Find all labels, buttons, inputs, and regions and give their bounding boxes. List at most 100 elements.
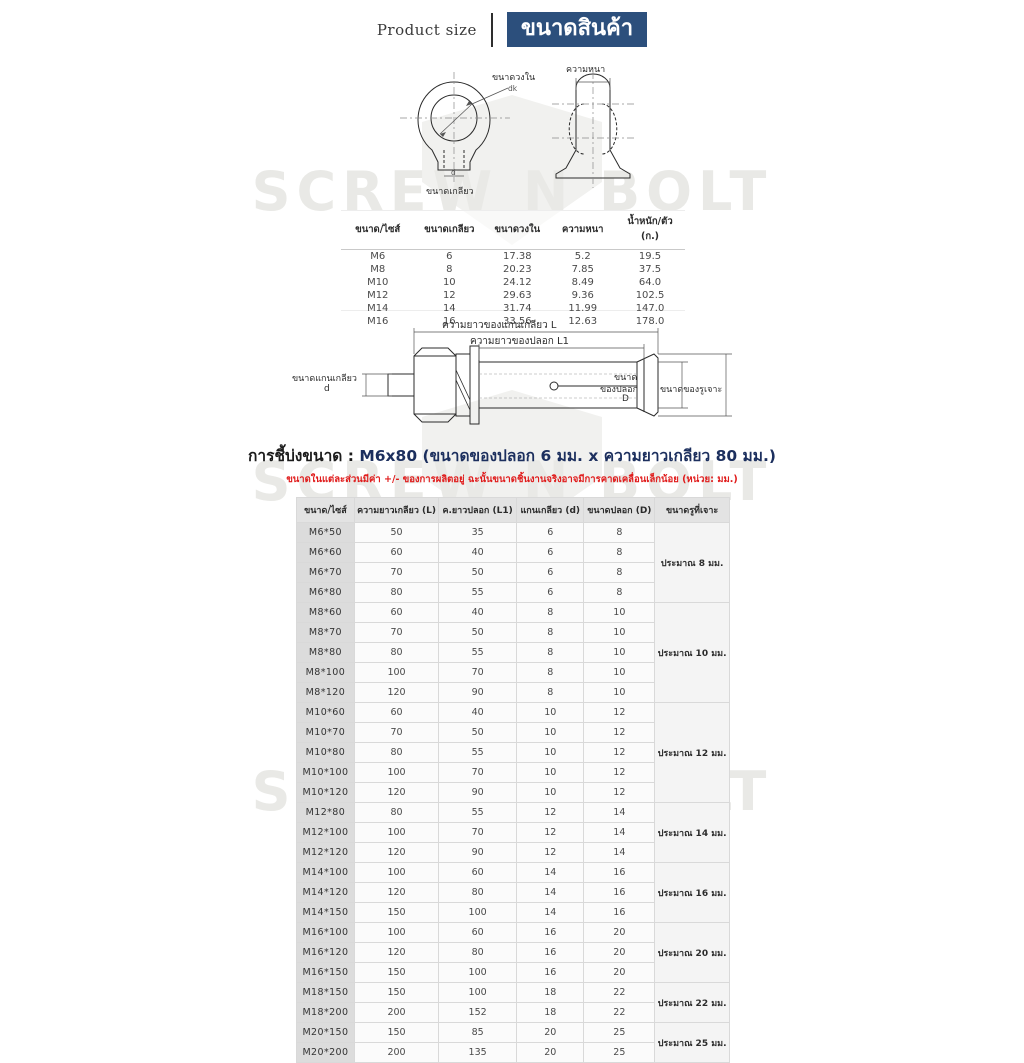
- table-cell: 37.5: [638, 264, 662, 275]
- table-cell: 18: [517, 983, 584, 1002]
- table-cell: 20: [517, 1023, 584, 1042]
- table-cell: 16: [517, 943, 584, 962]
- table-cell: 152: [439, 1003, 517, 1022]
- table-cell: 24.12: [502, 277, 532, 288]
- table-cell: 85: [439, 1023, 517, 1042]
- table-cell: 80: [439, 883, 517, 902]
- eyebolt-table: ขนาด/ไซส์ ขนาดเกลียว ขนาดวงใน ความหนา น้…: [341, 210, 685, 331]
- table-cell: 150: [354, 1023, 439, 1042]
- table-cell: 29.63: [502, 290, 532, 301]
- table-cell-size: M6*50: [297, 523, 354, 542]
- table-cell: 8: [584, 543, 655, 562]
- table-cell: 20: [584, 943, 655, 962]
- table-cell: 22: [584, 983, 655, 1002]
- table-cell: 6: [517, 523, 584, 542]
- table-cell: 5.2: [574, 251, 591, 262]
- table-cell: 12: [517, 803, 584, 822]
- table-cell: 33.56: [502, 316, 532, 327]
- table-row: M8 8 20.23 7.85 37.5: [341, 263, 685, 276]
- table-row: M6*80 80 55 6 8: [297, 583, 729, 602]
- label-inner-diameter: ขนาดวงใน: [492, 73, 536, 83]
- table-header-row: ขนาด/ไซส์ ความยาวเกลียว (L) ค.ยาวปลอก (L…: [297, 498, 729, 522]
- table-row: M6*70 70 50 6 8: [297, 563, 729, 582]
- table-cell: 20: [584, 923, 655, 942]
- table-row: M16*120 120 80 16 20: [297, 943, 729, 962]
- table-cell: 10: [584, 683, 655, 702]
- table-cell: 40: [439, 603, 517, 622]
- table-cell-drill-size: ประมาณ 16 มม.: [655, 863, 729, 922]
- column-header: แกนเกลียว (d): [517, 498, 584, 522]
- table-cell: 100: [354, 663, 439, 682]
- table-cell-size: M10*60: [297, 703, 354, 722]
- label-sleeve-size-line2: ของปลอก: [600, 385, 639, 395]
- table-header-row: ขนาด/ไซส์ ขนาดเกลียว ขนาดวงใน ความหนา น้…: [341, 210, 685, 250]
- table-cell: 14: [584, 843, 655, 862]
- table-cell: 17.38: [502, 251, 532, 262]
- table-cell: 90: [439, 683, 517, 702]
- table-row: M16*100 100 60 16 20 ประมาณ 20 มม.: [297, 923, 729, 982]
- anchor-bolt-diagram: ความยาวของแกนเกลียว L ความยาวของปลอก L1 …: [292, 318, 734, 436]
- table-cell-size: M16*120: [297, 943, 354, 962]
- table-cell-size: M6*60: [297, 543, 354, 562]
- table-cell: 50: [439, 623, 517, 642]
- table-cell: 120: [354, 843, 439, 862]
- table-row: M18*200 200 152 18 22: [297, 1003, 729, 1022]
- table-cell: 14: [584, 823, 655, 842]
- table-row: M12*80 80 55 12 14 ประมาณ 14 มม.: [297, 803, 729, 862]
- column-header: ขนาดวงใน: [484, 210, 551, 250]
- table-row: M16*150 150 100 16 20: [297, 963, 729, 982]
- table-cell-size: M14*150: [297, 903, 354, 922]
- table-cell-size: M20*200: [297, 1043, 354, 1062]
- table-cell: 11.99: [568, 303, 598, 314]
- table-cell-size: M10*70: [297, 723, 354, 742]
- table-cell-size: M6*70: [297, 563, 354, 582]
- table-cell: 10: [517, 723, 584, 742]
- table-cell-drill-size: ประมาณ 22 มม.: [655, 983, 729, 1022]
- table-cell: 100: [354, 823, 439, 842]
- table-cell: 16: [517, 923, 584, 942]
- table-row: M12*120 120 90 12 14: [297, 843, 729, 862]
- table-row: M8*80 80 55 8 10: [297, 643, 729, 662]
- table-cell: 60: [354, 603, 439, 622]
- table-cell: 12: [584, 703, 655, 722]
- table-row: M6*50 50 35 6 8 ประมาณ 8 มม.: [297, 523, 729, 602]
- column-header: ความหนา: [550, 210, 616, 250]
- table-cell: 16: [584, 903, 655, 922]
- eyebolt-table-body: M6 6 17.38 5.2 19.5 M8 8 20.23 7.85 37.5 M10 10 24.1…: [341, 250, 685, 332]
- table-cell: 14: [517, 883, 584, 902]
- header-divider: [490, 12, 493, 47]
- designation-value: M6x80 (ขนาดของปลอก 6 มม. x ความยาวเกลียว…: [359, 447, 776, 465]
- label-sleeve-size-line1: ขนาด: [614, 373, 638, 383]
- table-cell: 60: [354, 543, 439, 562]
- table-cell: 14: [517, 863, 584, 882]
- table-cell: 102.5: [635, 290, 665, 301]
- table-cell: 10: [584, 603, 655, 622]
- header-english-label: Product size: [376, 20, 477, 39]
- table-cell-size: M8*100: [297, 663, 354, 682]
- table-cell-drill-size: ประมาณ 14 มม.: [655, 803, 729, 862]
- table-cell: 147.0: [635, 303, 665, 314]
- table-row: M14 14 31.74 11.99 147.0: [341, 302, 685, 315]
- table-cell: 150: [354, 903, 439, 922]
- table-cell: 35: [439, 523, 517, 542]
- table-cell-size: M12*80: [297, 803, 354, 822]
- table-cell: 135: [439, 1043, 517, 1062]
- table-cell: 120: [354, 683, 439, 702]
- table-row: M14*150 150 100 14 16: [297, 903, 729, 922]
- table-cell-drill-size: ประมาณ 8 มม.: [655, 523, 729, 602]
- label-thread-symbol: d: [451, 168, 456, 177]
- table-cell: 90: [439, 843, 517, 862]
- table-cell: M6: [370, 251, 386, 262]
- table-cell: 8: [584, 563, 655, 582]
- page-header: Product size ขนาดสินค้า: [0, 12, 1024, 48]
- table-cell: M8: [370, 264, 386, 275]
- table-cell: 50: [439, 723, 517, 742]
- table-cell: 70: [439, 823, 517, 842]
- table-cell: 8: [517, 623, 584, 642]
- table-cell: M16: [367, 316, 389, 327]
- table-cell: 10: [584, 643, 655, 662]
- table-row: M10 10 24.12 8.49 64.0: [341, 276, 685, 289]
- table-cell: 100: [354, 923, 439, 942]
- table-cell-drill-size: ประมาณ 10 มม.: [655, 603, 729, 702]
- product-size-spec-sheet: SCREW N BOLT SCREW N BOLT SCREW N BOLT P…: [0, 12, 1024, 1063]
